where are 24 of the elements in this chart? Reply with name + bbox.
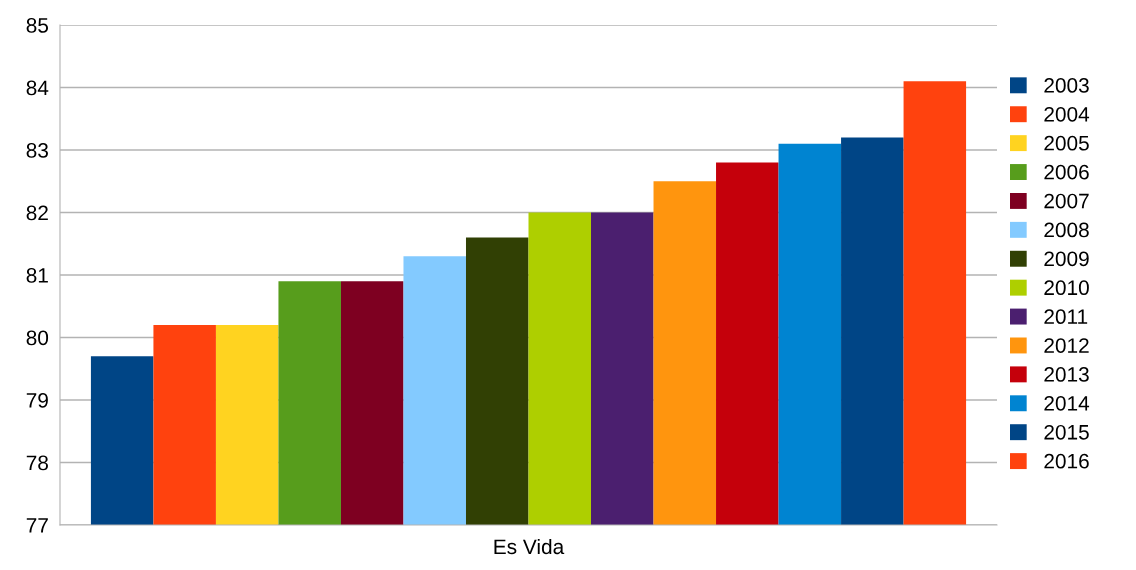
legend-label: 2016 xyxy=(1044,453,1089,469)
legend-label: 2006 xyxy=(1044,164,1089,180)
y-tick-label: 83 xyxy=(26,143,48,158)
legend-label: 2004 xyxy=(1044,106,1090,122)
legend-label: 2003 xyxy=(1044,78,1089,93)
legend-label: 2011 xyxy=(1044,309,1088,325)
y-tick-label: 85 xyxy=(26,18,49,33)
legend-label: 2015 xyxy=(1044,424,1089,440)
legend-label: 2008 xyxy=(1044,222,1089,238)
legend-label: 2007 xyxy=(1044,193,1089,209)
legend-label: 2009 xyxy=(1044,251,1089,267)
y-tick-label: 82 xyxy=(26,205,48,221)
y-tick-label: 78 xyxy=(26,455,48,471)
legend-label: 2010 xyxy=(1044,280,1089,296)
y-tick-label: 84 xyxy=(26,80,49,96)
legend-label: 2012 xyxy=(1044,338,1089,353)
legend-label: 2013 xyxy=(1044,367,1089,382)
legend-label: 2014 xyxy=(1044,395,1090,411)
y-tick-label: 77 xyxy=(26,518,48,533)
y-tick-label: 81 xyxy=(26,268,48,283)
y-tick-label: 80 xyxy=(26,330,49,346)
x-tick-label: Es Vida xyxy=(494,538,565,555)
legend-label: 2005 xyxy=(1044,135,1089,151)
y-tick-label: 79 xyxy=(26,393,48,408)
